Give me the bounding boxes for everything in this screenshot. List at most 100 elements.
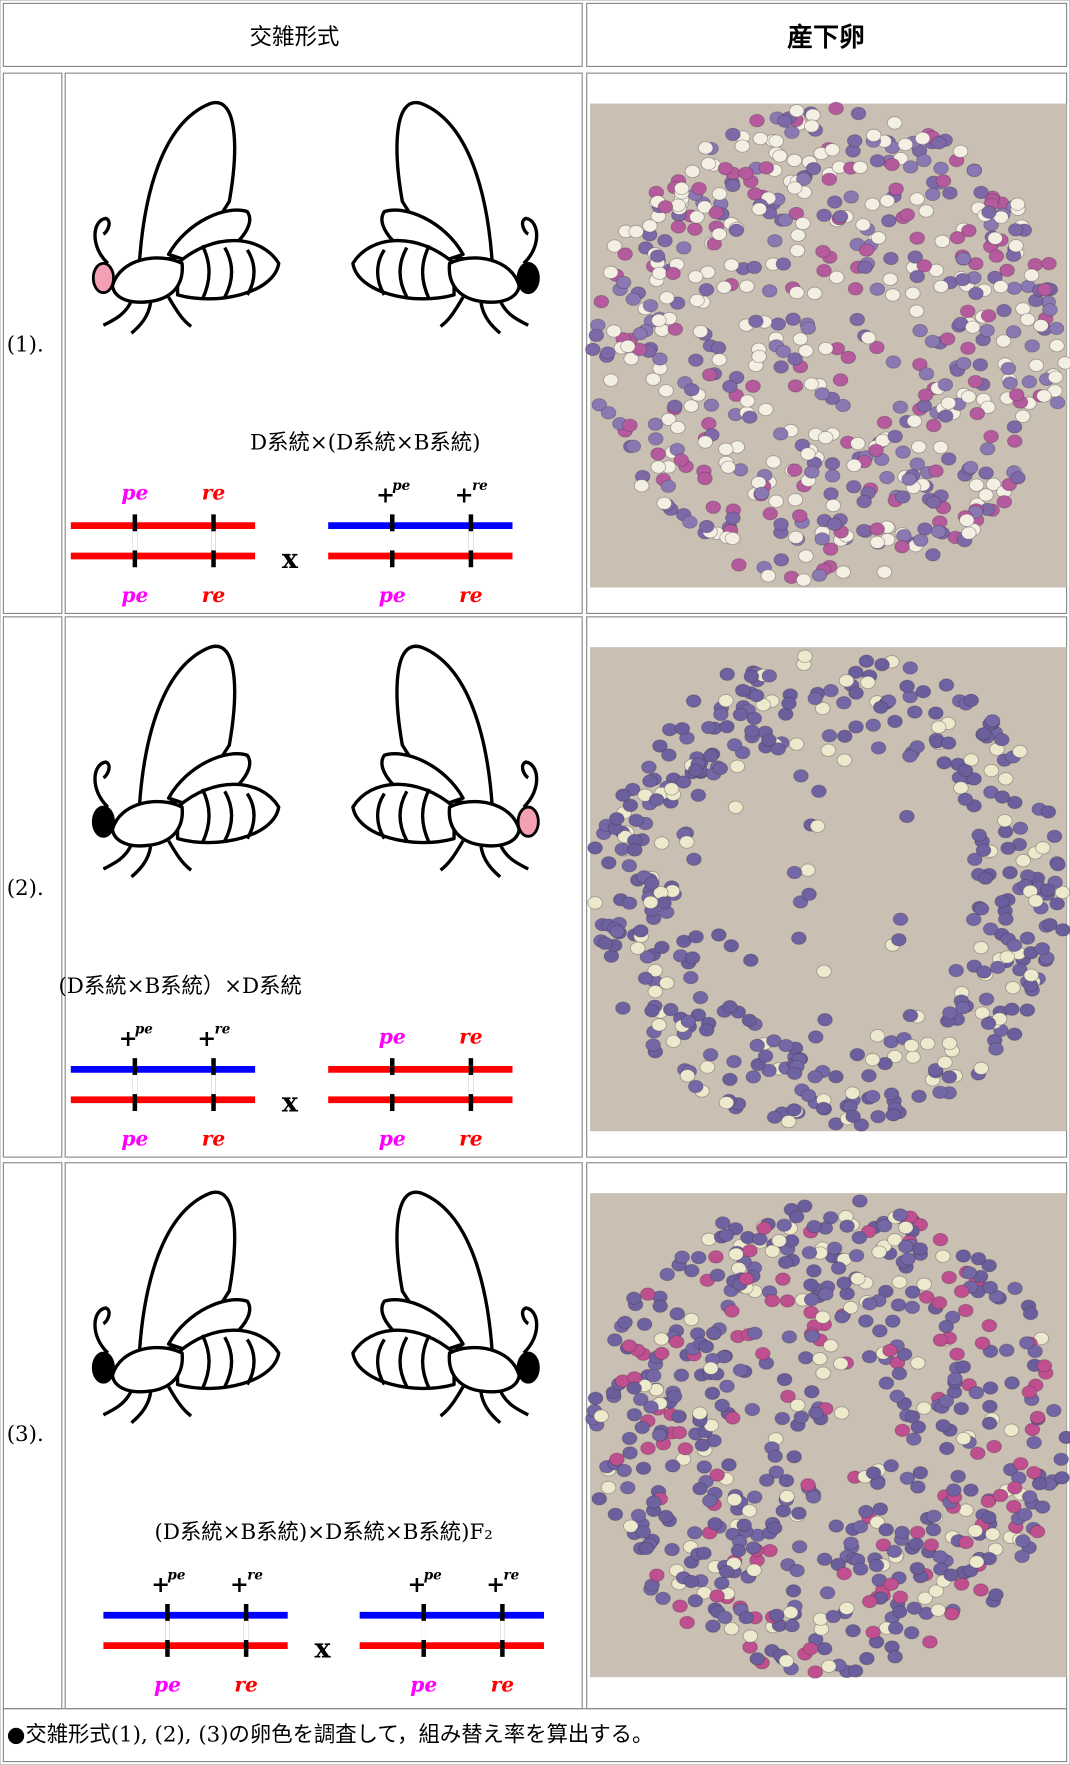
egg	[778, 708, 793, 720]
egg	[888, 715, 903, 727]
egg	[822, 173, 837, 185]
egg	[689, 931, 704, 943]
egg	[906, 287, 921, 299]
egg	[787, 182, 802, 194]
egg	[601, 407, 616, 419]
egg	[643, 220, 658, 232]
egg	[806, 109, 821, 121]
egg	[739, 1273, 754, 1285]
egg	[851, 437, 866, 449]
egg	[973, 359, 988, 371]
egg	[1000, 951, 1015, 963]
egg	[887, 1545, 902, 1557]
egg	[1035, 943, 1050, 955]
egg	[942, 1037, 957, 1049]
egg	[680, 1070, 695, 1082]
egg	[654, 1333, 669, 1345]
egg	[594, 1410, 609, 1422]
egg	[1016, 410, 1031, 422]
egg	[849, 721, 864, 733]
egg	[950, 232, 965, 244]
egg	[998, 814, 1013, 826]
egg	[743, 1630, 758, 1642]
egg	[1005, 1377, 1020, 1389]
egg	[807, 1265, 822, 1277]
egg	[1034, 319, 1049, 331]
egg	[757, 1222, 772, 1234]
egg	[889, 183, 904, 195]
egg	[601, 857, 616, 869]
egg	[717, 281, 732, 293]
egg	[797, 1200, 812, 1212]
egg	[893, 1209, 908, 1221]
egg	[1007, 1482, 1022, 1494]
egg	[762, 734, 777, 746]
egg	[910, 193, 925, 205]
egg	[839, 675, 854, 687]
egg	[670, 421, 685, 433]
egg	[910, 1526, 925, 1538]
egg	[861, 676, 876, 688]
gene-label: re	[202, 1127, 226, 1151]
egg	[627, 1382, 642, 1394]
egg	[888, 1651, 903, 1663]
egg	[712, 354, 727, 366]
egg	[954, 1402, 969, 1414]
egg	[710, 1269, 725, 1281]
egg	[747, 1491, 762, 1503]
egg	[646, 1039, 661, 1051]
egg	[1007, 435, 1022, 447]
egg	[744, 725, 759, 737]
egg	[870, 1030, 885, 1042]
egg	[956, 253, 971, 265]
egg	[627, 844, 642, 856]
egg	[649, 794, 664, 806]
egg	[819, 1288, 834, 1300]
egg	[956, 357, 971, 369]
egg	[837, 1567, 852, 1579]
egg	[748, 188, 763, 200]
egg	[796, 217, 811, 229]
egg	[654, 837, 669, 849]
egg	[706, 1620, 721, 1632]
egg	[956, 1250, 971, 1262]
egg	[1016, 1535, 1031, 1547]
egg	[789, 105, 804, 117]
egg	[829, 102, 844, 114]
gene-sup: pe	[424, 1567, 442, 1583]
egg	[853, 161, 868, 173]
egg	[865, 198, 880, 210]
egg	[968, 1525, 983, 1537]
egg	[850, 1048, 865, 1060]
egg	[695, 1439, 710, 1451]
egg	[891, 1299, 906, 1311]
egg	[940, 1442, 955, 1454]
egg	[631, 1509, 646, 1521]
egg	[776, 1505, 791, 1517]
gene-label: re	[459, 1127, 483, 1151]
egg	[835, 1311, 850, 1323]
egg	[849, 1249, 864, 1261]
egg	[683, 516, 698, 528]
egg	[777, 1373, 792, 1385]
egg	[644, 1401, 659, 1413]
egg	[907, 706, 922, 718]
egg	[882, 215, 897, 227]
egg	[818, 342, 833, 354]
egg	[970, 407, 985, 419]
egg	[785, 1620, 800, 1632]
egg	[704, 1362, 719, 1374]
egg	[817, 209, 832, 221]
cross-sign: x	[282, 1088, 299, 1119]
egg	[943, 187, 958, 199]
egg	[942, 1271, 957, 1283]
egg	[956, 1432, 971, 1444]
egg	[588, 842, 603, 854]
egg	[869, 1559, 884, 1571]
egg	[645, 1005, 660, 1017]
egg	[604, 374, 619, 386]
egg	[661, 480, 676, 492]
egg	[988, 232, 1003, 244]
egg	[827, 1242, 842, 1254]
egg	[648, 433, 663, 445]
